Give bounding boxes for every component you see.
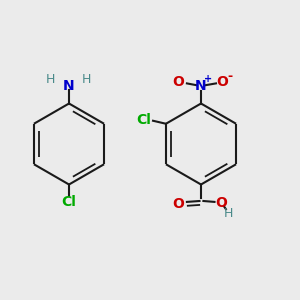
Text: -: - [228, 70, 233, 83]
Text: N: N [195, 79, 207, 93]
Text: H: H [224, 207, 233, 220]
Text: O: O [172, 76, 184, 89]
Text: Cl: Cl [136, 113, 151, 127]
Text: O: O [172, 197, 184, 211]
Text: +: + [204, 74, 212, 85]
Text: N: N [63, 80, 75, 93]
Text: H: H [82, 73, 91, 86]
Text: H: H [46, 73, 55, 86]
Text: Cl: Cl [61, 196, 76, 209]
Text: O: O [217, 76, 229, 89]
Text: O: O [215, 196, 227, 210]
